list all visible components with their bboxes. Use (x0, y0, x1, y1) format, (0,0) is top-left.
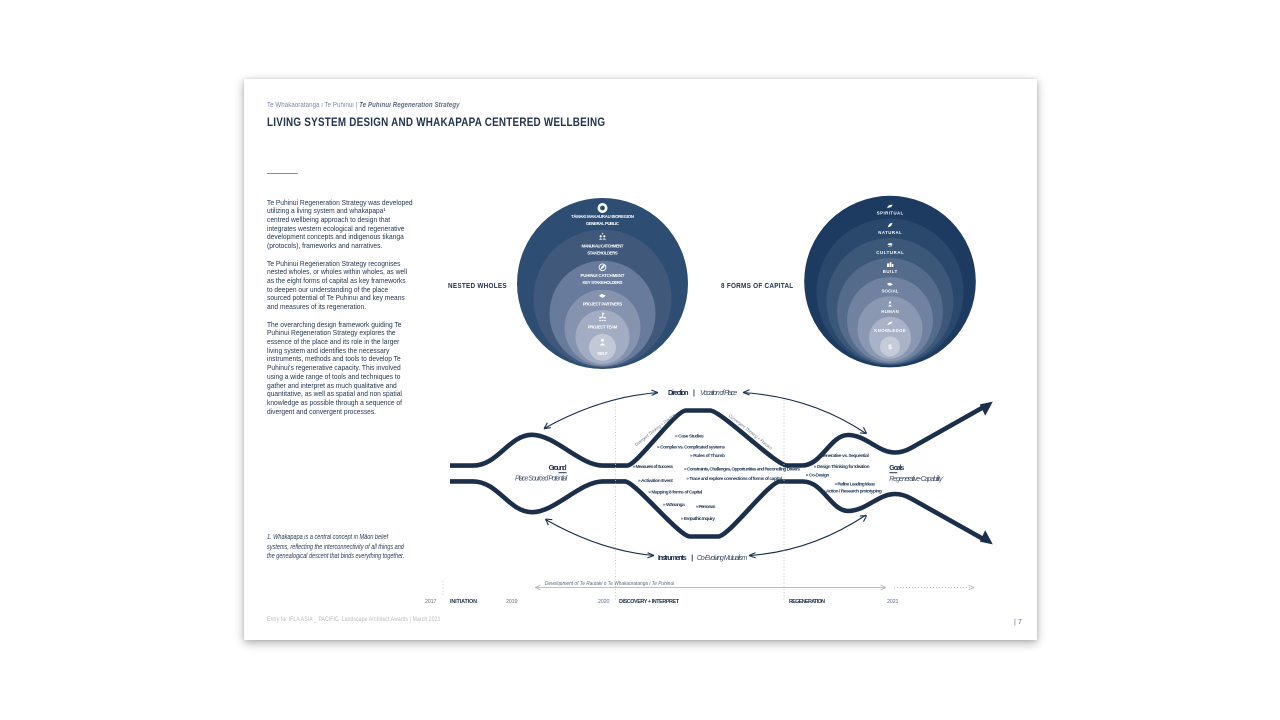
svg-text:» Constraints, Challenges, Opp: » Constraints, Challenges, Opportunities… (684, 467, 800, 473)
svg-text:DISCOVERY + INTERPRET: DISCOVERY + INTERPRET (619, 599, 680, 605)
svg-text:Direction: Direction (668, 390, 689, 397)
svg-text:» Co-Design: » Co-Design (806, 473, 830, 479)
svg-text:TĀMAKI MAKAURAU BIOREGION: TĀMAKI MAKAURAU BIOREGION (571, 214, 634, 219)
svg-text:» Trace and explore connection: » Trace and explore connections of forms… (686, 476, 782, 482)
svg-text:» Rules of Thumb: » Rules of Thumb (690, 453, 725, 459)
svg-text:» Action / Research prototypin: » Action / Research prototyping (823, 489, 882, 495)
svg-text:2019: 2019 (506, 599, 518, 605)
svg-text:Regenerative-Capability: Regenerative-Capability (889, 476, 943, 483)
svg-text:PROJECT PARTNERS: PROJECT PARTNERS (583, 301, 623, 306)
svg-text:Vocation of Place: Vocation of Place (700, 390, 737, 397)
svg-text:2017: 2017 (425, 599, 437, 605)
svg-text:» Case Studies: » Case Studies (675, 434, 704, 440)
svg-text:Instruments: Instruments (658, 555, 687, 562)
svg-text:Development of Te Rautaki o Te: Development of Te Rautaki o Te Whakaorat… (545, 581, 675, 587)
svg-text:STAKEHOLDERS: STAKEHOLDERS (587, 250, 618, 255)
svg-text:PUHINUI CATCHMENT: PUHINUI CATCHMENT (581, 273, 625, 278)
svg-text:2021: 2021 (887, 599, 899, 605)
svg-text:» Generative vs. Sequential: » Generative vs. Sequential (818, 453, 869, 459)
svg-text:CULTURAL: CULTURAL (876, 250, 904, 255)
svg-text:HUMAN: HUMAN (881, 309, 899, 314)
svg-text:» Empathic Inquiry: » Empathic Inquiry (681, 516, 715, 522)
svg-text:PROJECT TEAM: PROJECT TEAM (588, 324, 618, 329)
svg-text:Convergent Thinking + Practice: Convergent Thinking + Practice (728, 413, 774, 451)
svg-text:» Wānanga: » Wānanga (663, 502, 685, 508)
svg-text:Goals: Goals (889, 465, 904, 472)
svg-text:Place Sourced Potential: Place Sourced Potential (515, 476, 568, 483)
svg-text:Co-Evolving Mutualism: Co-Evolving Mutualism (697, 555, 748, 562)
svg-text:Ground: Ground (549, 465, 567, 472)
svg-text:» Activation Event: » Activation Event (638, 478, 673, 484)
svg-text:GENERAL PUBLIC: GENERAL PUBLIC (586, 221, 619, 226)
svg-text:INITIATION: INITIATION (450, 599, 477, 605)
svg-text:|: | (693, 390, 695, 397)
svg-text:» Personas: » Personas (696, 504, 716, 510)
svg-text:SOCIAL: SOCIAL (882, 289, 899, 294)
svg-text:NATURAL: NATURAL (878, 230, 902, 235)
svg-text:KEY STAKEHOLDERS: KEY STAKEHOLDERS (583, 280, 623, 285)
svg-text:REGENERATION: REGENERATION (789, 599, 825, 605)
svg-text:» Refine Leading Ideas: » Refine Leading Ideas (835, 482, 876, 488)
svg-text:$: $ (888, 344, 892, 351)
svg-text:2020: 2020 (598, 599, 610, 605)
svg-text:SELF: SELF (597, 351, 608, 356)
svg-text:» Complex vs. Complicated syst: » Complex vs. Complicated systems (657, 445, 725, 451)
svg-text:BUILT: BUILT (883, 269, 898, 274)
svg-text:» Mapping 8 forms of Capital: » Mapping 8 forms of Capital (648, 490, 702, 496)
svg-text:» Design Thinking for Ideation: » Design Thinking for Ideation (814, 464, 870, 470)
svg-text:KNOWLEDGE: KNOWLEDGE (874, 328, 906, 333)
svg-text:SPIRITUAL: SPIRITUAL (877, 211, 904, 216)
svg-text:MANUKAU CATCHMENT: MANUKAU CATCHMENT (582, 244, 624, 249)
svg-text:» Measures of Success: » Measures of Success (633, 464, 674, 470)
svg-text:|: | (691, 555, 693, 562)
